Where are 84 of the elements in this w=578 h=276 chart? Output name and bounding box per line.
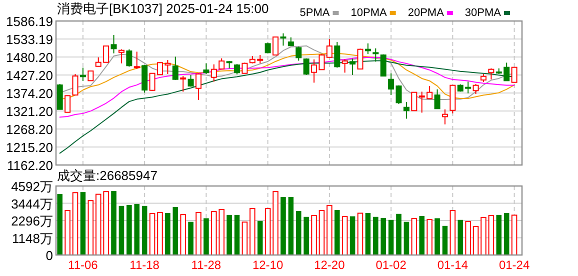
x-tick-label: 01-24 xyxy=(498,258,530,272)
bar xyxy=(111,191,116,256)
y-tick-label: 1321.20 xyxy=(6,104,53,119)
bar xyxy=(64,210,70,256)
y-tick-label: 1148万 xyxy=(12,230,53,246)
y-tick-label: 0 xyxy=(46,248,53,263)
bar xyxy=(411,218,418,256)
bar xyxy=(388,220,394,256)
legend-label: 20PMA xyxy=(408,7,445,19)
x-tick-label: 11-18 xyxy=(130,258,160,272)
bar xyxy=(426,219,432,256)
legend-label: 10PMA xyxy=(350,7,388,19)
chart-title: 消费电子[BK1037] 2025-01-24 15:00 xyxy=(57,1,269,16)
x-tick-label: 01-02 xyxy=(376,258,407,272)
bar xyxy=(511,214,518,256)
bar xyxy=(142,206,148,256)
bar xyxy=(157,212,163,256)
bar xyxy=(334,210,340,256)
bar xyxy=(165,212,170,256)
y-tick-label: 1162.20 xyxy=(6,158,53,173)
bar xyxy=(234,214,240,256)
legend-label: 30PMA xyxy=(464,7,502,19)
bar xyxy=(57,194,62,256)
bar xyxy=(465,220,471,256)
bar xyxy=(172,206,178,256)
bar xyxy=(149,213,156,256)
y-tick-label: 1480.20 xyxy=(6,50,53,65)
x-tick-label: 11-28 xyxy=(191,258,222,272)
y-tick-label: 1427.20 xyxy=(6,68,53,83)
bar xyxy=(434,218,440,256)
bar xyxy=(496,214,502,256)
bar xyxy=(250,208,256,256)
bar xyxy=(288,197,294,256)
y-tick-label: 1215.20 xyxy=(6,140,53,155)
bar xyxy=(272,191,278,256)
bar xyxy=(304,216,309,256)
bar xyxy=(311,214,317,256)
bar xyxy=(88,200,94,256)
bar xyxy=(480,216,486,256)
y-tick-label: 2296万 xyxy=(11,214,53,228)
bar xyxy=(357,212,364,256)
bar xyxy=(242,222,248,256)
y-tick-label: 1533.19 xyxy=(6,32,53,47)
bar xyxy=(118,206,124,256)
y-tick-label: 1586.19 xyxy=(6,14,53,29)
bar xyxy=(226,214,232,256)
bar xyxy=(180,214,186,256)
x-tick-label: 01-14 xyxy=(437,258,468,272)
bar xyxy=(488,214,494,256)
x-tick-label: 12-20 xyxy=(314,258,346,272)
y-tick-label: 1374.20 xyxy=(6,86,53,101)
y-tick-label: 4592万 xyxy=(11,179,53,194)
bar xyxy=(196,212,202,256)
bar xyxy=(134,204,140,256)
bar xyxy=(188,222,194,256)
bar xyxy=(342,216,348,256)
bar xyxy=(257,220,263,256)
y-tick-label: 3444万 xyxy=(11,196,53,212)
chart-title: 成交量:26685947 xyxy=(57,168,158,183)
bar xyxy=(504,212,510,256)
bar xyxy=(326,205,332,256)
bar xyxy=(472,226,479,256)
legend-label: 5PMA xyxy=(300,7,330,19)
bar xyxy=(80,192,86,256)
bar xyxy=(204,218,209,256)
bar xyxy=(373,216,378,256)
bar xyxy=(450,210,456,256)
bar xyxy=(419,216,425,256)
x-tick-label: 12-10 xyxy=(252,258,284,272)
bar xyxy=(72,192,78,256)
bar xyxy=(396,214,402,256)
y-tick-label: 1268.20 xyxy=(6,122,53,137)
bar xyxy=(350,216,356,256)
bar xyxy=(380,218,386,256)
bar xyxy=(296,211,302,256)
bar xyxy=(126,205,132,256)
bar xyxy=(280,197,286,256)
bar xyxy=(442,226,448,256)
bar xyxy=(264,208,271,256)
bar xyxy=(365,212,371,256)
x-tick-label: 11-06 xyxy=(68,258,98,272)
bar xyxy=(404,222,410,256)
bar xyxy=(458,220,464,256)
bar xyxy=(318,210,325,256)
